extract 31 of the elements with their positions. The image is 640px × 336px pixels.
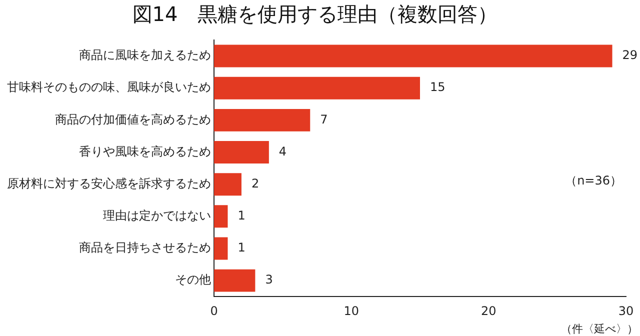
y-tick-label: 理由は定かではない	[103, 208, 211, 223]
y-tick-label: 商品を日持ちさせるため	[79, 240, 211, 255]
bar	[214, 76, 420, 100]
bar	[214, 205, 228, 228]
data-label: 1	[238, 240, 246, 255]
data-label: 7	[320, 112, 328, 126]
bar	[214, 269, 256, 292]
bar	[214, 108, 310, 132]
data-label: 2	[251, 176, 260, 190]
x-tick-label: 20	[481, 304, 496, 318]
x-tick-label: 0	[210, 304, 218, 318]
y-tick-label: 香りや風味を高めるため	[79, 144, 211, 158]
bar	[214, 237, 228, 260]
bar	[214, 44, 612, 68]
y-tick-label: 商品の付加価値を高めるため	[55, 112, 211, 126]
x-tick-label: 30	[618, 304, 634, 318]
y-tick-label: 原材料に対する安心感を訴求するため	[7, 176, 211, 190]
data-label: 4	[278, 144, 287, 158]
annotation: （n=36）	[565, 173, 622, 188]
data-label: 1	[238, 208, 246, 223]
bar	[214, 173, 242, 196]
y-tick-label: 商品に風味を加えるため	[79, 48, 211, 62]
data-label: 15	[430, 80, 446, 94]
x-tick-label: 10	[344, 304, 359, 318]
y-tick-label: 甘味料そのものの味、風味が良いため	[7, 80, 211, 94]
data-label: 3	[265, 272, 273, 287]
data-label: 29	[622, 48, 638, 62]
bar	[214, 141, 269, 164]
x-axis-title: （件〈延べ〉）	[561, 322, 638, 336]
y-tick-label: その他	[175, 272, 211, 287]
chart-title: 図14 黒糖を使用する理由（複数回答）	[132, 2, 498, 26]
